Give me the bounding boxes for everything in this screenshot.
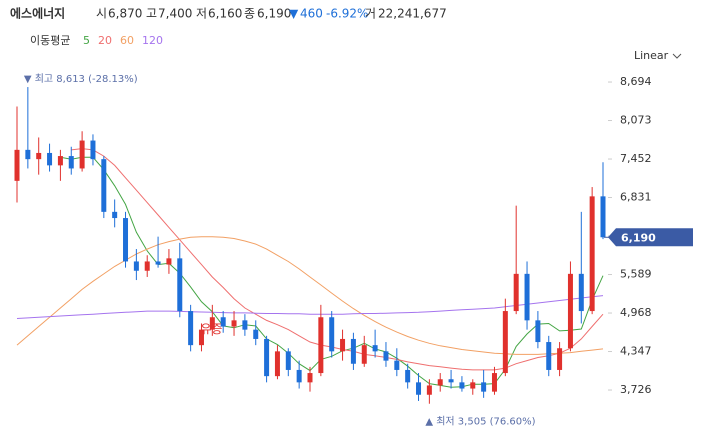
candle-body	[557, 348, 563, 370]
legend-entry: 120	[142, 34, 163, 47]
candle-body	[600, 196, 606, 238]
y-tick-label: 3,726	[620, 383, 652, 396]
candle-body	[448, 379, 454, 383]
label: 거	[365, 7, 376, 21]
label: 종	[244, 7, 255, 21]
candle-body	[296, 369, 302, 383]
value: 6,160	[208, 7, 242, 21]
label: 고	[146, 7, 157, 21]
candle-body	[25, 149, 31, 160]
ma-label: 이동평균	[30, 34, 70, 47]
candle-body	[274, 351, 280, 377]
candle-body	[361, 345, 367, 364]
candle-body	[416, 382, 422, 395]
value: 22,241,677	[378, 7, 447, 21]
candle-body	[14, 149, 20, 181]
candle-body	[253, 329, 259, 339]
candle-body	[231, 320, 237, 327]
legend-entry: 5	[83, 34, 90, 47]
candle-body	[133, 261, 139, 271]
candle-body	[307, 373, 313, 383]
candle-body	[209, 317, 215, 330]
value: 7,400	[158, 7, 192, 21]
value: 6,190	[257, 7, 291, 21]
label: 저	[196, 7, 207, 21]
candle-body	[491, 373, 497, 392]
candle-body	[329, 317, 335, 352]
candle-body	[459, 382, 465, 389]
candle-body	[318, 317, 324, 374]
y-tick-label: 8,694	[620, 75, 652, 88]
candle-body	[36, 152, 42, 160]
candle-body	[383, 351, 389, 361]
stock-name: 에스에너지	[10, 6, 65, 21]
value: 6,870	[108, 7, 142, 21]
candle-body	[589, 196, 595, 312]
high-annotation: ▼ 최고 8,613 (-28.13%)	[24, 73, 138, 85]
y-tick-label: 4,347	[620, 345, 652, 358]
candle-body	[285, 351, 291, 370]
y-tick-label: 8,073	[620, 114, 652, 127]
candle-body	[198, 329, 204, 346]
candle-body	[513, 273, 519, 312]
candle-body	[405, 369, 411, 383]
candle-body	[546, 342, 552, 370]
candle-body	[502, 311, 508, 374]
y-tick-label: 4,968	[620, 306, 652, 319]
change-arrow: ▼	[289, 7, 299, 21]
change-pct: -6.92%	[326, 7, 368, 21]
legend-entry: 20	[98, 34, 112, 47]
candle-body	[166, 258, 172, 265]
scale-selector[interactable]: Linear	[634, 49, 669, 62]
candle-body	[47, 152, 53, 166]
candle-body	[350, 338, 356, 364]
candle-body	[79, 140, 85, 169]
candle-body	[426, 385, 432, 395]
ma-line	[71, 148, 604, 371]
candle-body	[578, 273, 584, 312]
candle-body	[112, 211, 118, 219]
last-price-label: 6,190	[621, 231, 656, 244]
candle-body	[144, 261, 150, 271]
candle-body	[470, 382, 476, 389]
legend-entry: 60	[120, 34, 134, 47]
candle-body	[481, 382, 487, 392]
candle-body	[188, 311, 194, 346]
change: 460	[300, 7, 323, 21]
candle-body	[123, 218, 129, 262]
y-tick-label: 5,589	[620, 268, 652, 281]
candle-body	[155, 261, 161, 265]
candle-body	[177, 258, 183, 312]
candle-body	[90, 140, 96, 160]
event-annotation: 유증	[200, 322, 222, 336]
candle-body	[437, 379, 443, 386]
candle-body	[394, 360, 400, 370]
low-annotation: ▲ 최저 3,505 (76.60%)	[425, 416, 535, 426]
candle-body	[68, 156, 74, 169]
label: 시	[96, 7, 107, 21]
last-price-tag	[608, 228, 693, 247]
candle-body	[535, 320, 541, 343]
candle-body	[57, 156, 63, 166]
candle-body	[372, 345, 378, 352]
candle-body	[567, 273, 573, 349]
candle-body	[340, 338, 346, 352]
candle-body	[101, 159, 107, 212]
candle-body	[524, 273, 530, 321]
y-tick-label: 6,831	[620, 191, 652, 204]
candle-body	[264, 338, 270, 377]
y-tick-label: 7,452	[620, 152, 652, 165]
candle-body	[220, 317, 226, 327]
dropdown-icon[interactable]	[672, 53, 682, 59]
candle-body	[242, 320, 248, 330]
